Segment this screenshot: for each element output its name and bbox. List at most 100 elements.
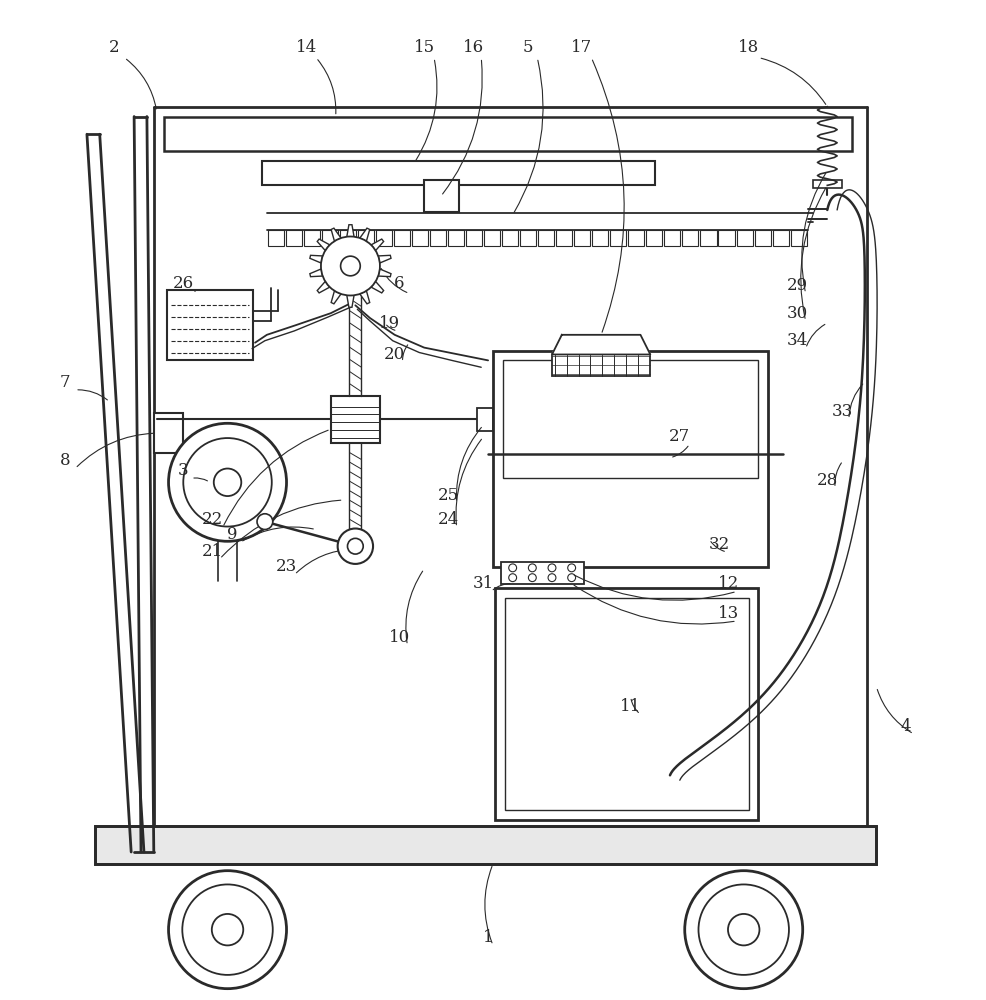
Text: 11: 11	[620, 698, 641, 715]
Bar	[262, 161, 656, 185]
Bar	[593, 230, 608, 246]
Bar	[286, 230, 302, 246]
Polygon shape	[310, 255, 322, 263]
Circle shape	[548, 564, 556, 572]
Bar	[682, 230, 698, 246]
Text: 6: 6	[394, 275, 405, 292]
Bar	[665, 230, 680, 246]
Text: 13: 13	[719, 605, 740, 622]
Text: 30: 30	[787, 305, 809, 322]
Text: 33: 33	[831, 403, 853, 420]
Text: 22: 22	[202, 511, 224, 528]
Polygon shape	[347, 225, 354, 237]
Text: 26: 26	[173, 275, 194, 292]
Polygon shape	[371, 239, 384, 251]
Text: 3: 3	[177, 462, 188, 479]
Circle shape	[684, 871, 803, 989]
Polygon shape	[379, 255, 391, 263]
Bar	[304, 230, 319, 246]
Circle shape	[320, 236, 380, 295]
Bar	[552, 354, 651, 376]
Bar	[95, 826, 877, 864]
Circle shape	[214, 469, 242, 496]
Bar	[754, 230, 771, 246]
Bar	[628, 230, 645, 246]
Text: 21: 21	[202, 543, 224, 560]
Bar	[556, 230, 572, 246]
Text: 5: 5	[523, 39, 532, 56]
Bar	[791, 230, 807, 246]
Text: 24: 24	[438, 511, 459, 528]
Circle shape	[528, 564, 536, 572]
Bar	[394, 230, 410, 246]
Circle shape	[509, 564, 517, 572]
Bar	[95, 826, 877, 864]
Circle shape	[340, 256, 360, 276]
Bar	[358, 230, 374, 246]
Text: 14: 14	[296, 39, 317, 56]
Text: 19: 19	[380, 315, 400, 332]
Circle shape	[347, 538, 363, 554]
Circle shape	[548, 574, 556, 582]
Text: 31: 31	[472, 575, 494, 592]
Text: 12: 12	[719, 575, 740, 592]
Bar	[647, 230, 663, 246]
Bar	[610, 230, 626, 246]
Text: 16: 16	[462, 39, 484, 56]
Circle shape	[528, 574, 536, 582]
Text: 32: 32	[709, 536, 730, 553]
Bar	[773, 230, 789, 246]
Bar	[502, 230, 519, 246]
Bar	[268, 230, 284, 246]
Bar	[448, 230, 464, 246]
Bar	[376, 230, 392, 246]
Bar	[340, 230, 356, 246]
Polygon shape	[360, 291, 370, 304]
Bar	[321, 230, 338, 246]
Polygon shape	[347, 295, 354, 307]
Text: 1: 1	[483, 929, 493, 946]
Bar	[719, 230, 735, 246]
Polygon shape	[331, 291, 341, 304]
Circle shape	[728, 914, 759, 945]
Text: 9: 9	[227, 526, 238, 543]
Circle shape	[568, 574, 576, 582]
Circle shape	[509, 574, 517, 582]
Polygon shape	[317, 239, 329, 251]
Bar	[330, 396, 380, 443]
Circle shape	[257, 514, 273, 529]
Bar	[737, 230, 752, 246]
Polygon shape	[360, 228, 370, 241]
Bar	[154, 413, 183, 453]
Text: 4: 4	[900, 718, 911, 735]
Polygon shape	[331, 228, 341, 241]
Bar	[477, 408, 493, 431]
Bar	[503, 360, 758, 478]
Polygon shape	[317, 281, 329, 293]
Polygon shape	[371, 281, 384, 293]
Text: 25: 25	[438, 487, 459, 504]
Bar	[167, 290, 253, 360]
Polygon shape	[552, 335, 651, 354]
Circle shape	[183, 438, 272, 527]
Circle shape	[212, 914, 244, 945]
Bar	[493, 351, 768, 567]
Bar	[521, 230, 536, 246]
Bar	[495, 588, 758, 820]
Circle shape	[698, 884, 789, 975]
Text: 28: 28	[816, 472, 838, 489]
Circle shape	[568, 564, 576, 572]
Text: 7: 7	[60, 374, 71, 391]
Text: 8: 8	[60, 452, 71, 469]
Polygon shape	[310, 269, 322, 277]
Text: 27: 27	[669, 428, 690, 445]
Circle shape	[169, 871, 287, 989]
Text: 10: 10	[388, 629, 410, 646]
Text: 18: 18	[738, 39, 759, 56]
Bar	[812, 180, 842, 188]
Bar	[538, 230, 554, 246]
Bar	[501, 562, 585, 584]
Bar	[430, 230, 446, 246]
Text: 17: 17	[571, 39, 593, 56]
Bar	[412, 230, 428, 246]
